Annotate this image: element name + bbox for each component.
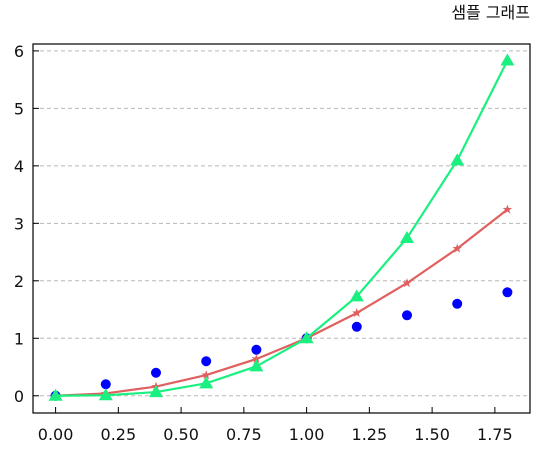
y-tick-label: 3 [14,214,24,233]
series-3 [48,53,515,401]
data-point [351,321,362,332]
x-tick-label: 1.00 [289,425,325,444]
data-point [299,331,314,344]
data-point [452,298,463,309]
data-point [502,204,513,214]
x-tick-label: 0.00 [38,425,74,444]
data-point [201,356,212,367]
x-axis: 0.00 0.25 0.50 0.75 1.00 1.25 1.50 1.75 [38,407,513,444]
data-point [98,388,113,401]
data-point [251,353,262,364]
data-point [201,370,211,380]
x-tick-label: 0.25 [101,425,137,444]
x-tick-label: 0.50 [163,425,199,444]
data-point [502,287,513,298]
data-point [100,379,111,390]
y-tick-label: 2 [14,272,24,291]
y-tick-label: 6 [14,42,24,61]
data-point [500,53,515,66]
data-point [148,385,163,398]
data-point [352,307,362,318]
y-axis: 0 1 2 3 4 5 6 [14,42,39,406]
x-tick-label: 1.50 [414,425,450,444]
data-point [349,289,364,302]
data-point [452,243,462,253]
data-point [150,367,161,378]
x-tick-label: 0.75 [226,425,262,444]
data-point [450,153,465,166]
data-point [402,310,413,321]
x-tick-label: 1.25 [352,425,388,444]
series-2-line [55,208,509,397]
chart-title: 샘플 그래프 [451,3,530,22]
data-point [251,344,262,355]
data-point [48,388,63,401]
y-tick-label: 1 [14,329,24,348]
data-point [249,359,264,372]
series-2 [50,204,513,400]
plot-frame [32,43,531,414]
grid [33,50,530,397]
y-tick-label: 4 [14,157,24,176]
data-point [402,278,412,288]
x-tick-label: 1.75 [477,425,513,444]
data-point [400,231,415,244]
series-layer [48,53,515,401]
y-tick-label: 0 [14,387,24,406]
series-3-line [55,60,509,397]
series-1 [50,287,513,401]
data-point [199,376,214,389]
y-tick-label: 5 [14,99,24,118]
